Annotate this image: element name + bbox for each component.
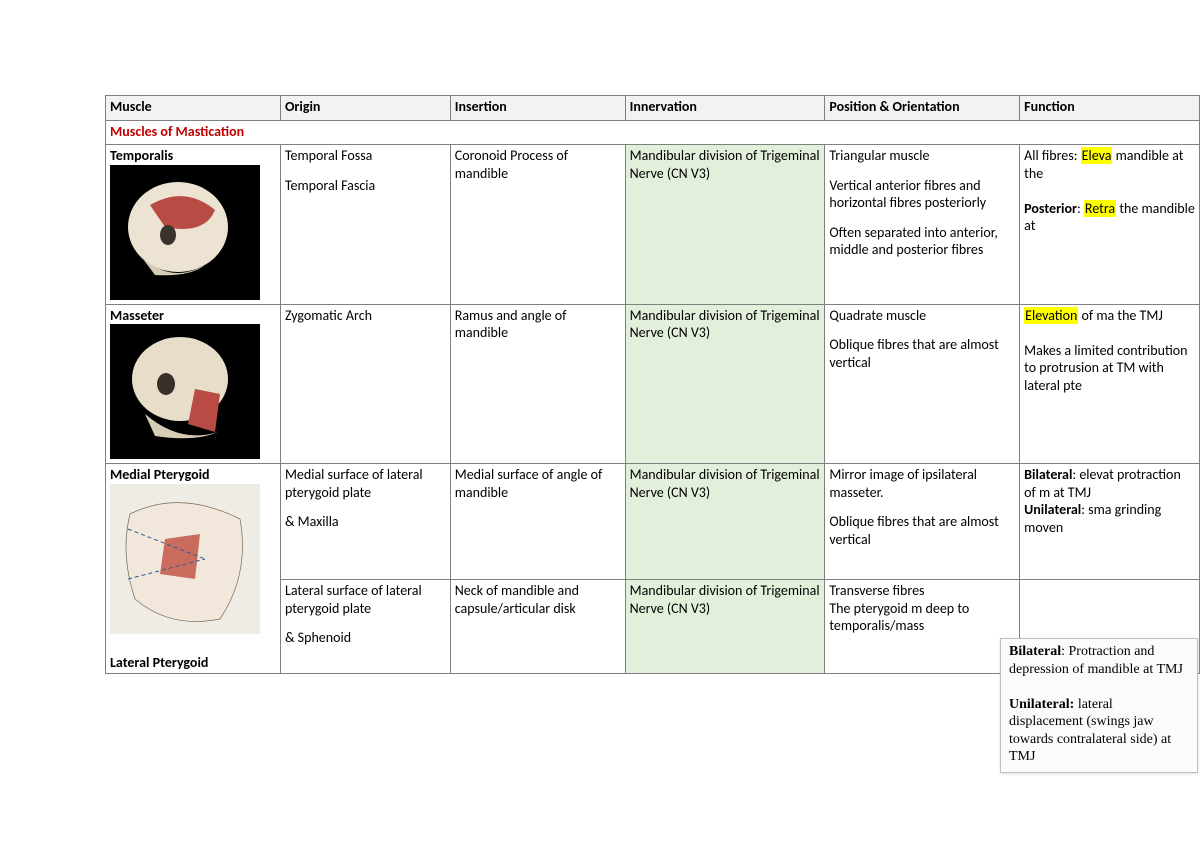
- function-cell: Bilateral: elevat protraction of m at TM…: [1020, 464, 1200, 580]
- function-cell: Elevation of ma the TMJMakes a limited c…: [1020, 304, 1200, 464]
- insertion-cell: Medial surface of angle of mandible: [450, 464, 625, 580]
- insertion-cell: Neck of mandible and capsule/articular d…: [450, 580, 625, 674]
- table-row: Temporalis Temporal Fossa Temporal Fasci…: [106, 145, 1200, 305]
- column-header: Innervation: [625, 96, 825, 121]
- muscle-name: Masseter: [110, 307, 276, 325]
- innervation-cell: Mandibular division of Trigeminal Nerve …: [625, 464, 825, 580]
- innervation-cell: Mandibular division of Trigeminal Nerve …: [625, 304, 825, 464]
- table-header-row: MuscleOriginInsertionInnervationPosition…: [106, 96, 1200, 121]
- muscle-name: Temporalis: [110, 147, 276, 165]
- muscle-cell: Medial Pterygoid Lateral Pterygoid: [106, 464, 281, 674]
- muscle-name: Medial Pterygoid: [110, 466, 276, 484]
- insertion-cell: Coronoid Process of mandible: [450, 145, 625, 305]
- position-cell: Quadrate muscle Oblique fibres that are …: [825, 304, 1020, 464]
- muscle-cell: Temporalis: [106, 145, 281, 305]
- insertion-cell: Ramus and angle of mandible: [450, 304, 625, 464]
- section-title: Muscles of Mastication: [110, 123, 244, 140]
- floating-note: Bilateral: Protraction and depression of…: [1000, 638, 1198, 773]
- column-header: Function: [1020, 96, 1200, 121]
- column-header: Position & Orientation: [825, 96, 1020, 121]
- position-cell: Transverse fibres The pterygoid m deep t…: [825, 580, 1020, 674]
- innervation-cell: Mandibular division of Trigeminal Nerve …: [625, 145, 825, 305]
- pterygoid-illustration: [110, 484, 260, 634]
- origin-cell: Lateral surface of lateral pterygoid pla…: [280, 580, 450, 674]
- table-row: Masseter Zygomatic Arch Ramus and angle …: [106, 304, 1200, 464]
- function-cell: All fibres: Eleva mandible at thePosteri…: [1020, 145, 1200, 305]
- origin-cell: Temporal Fossa Temporal Fascia: [280, 145, 450, 305]
- table-row: Medial Pterygoid Lateral Pterygoid Media…: [106, 464, 1200, 580]
- muscle-name-bottom: Lateral Pterygoid: [110, 654, 208, 672]
- muscle-cell: Masseter: [106, 304, 281, 464]
- muscles-table: MuscleOriginInsertionInnervationPosition…: [105, 95, 1200, 674]
- origin-cell: Medial surface of lateral pterygoid plat…: [280, 464, 450, 580]
- position-cell: Triangular muscle Vertical anterior fibr…: [825, 145, 1020, 305]
- masseter-illustration: [110, 324, 260, 459]
- column-header: Insertion: [450, 96, 625, 121]
- position-cell: Mirror image of ipsilateral masseter. Ob…: [825, 464, 1020, 580]
- column-header: Muscle: [106, 96, 281, 121]
- section-row: Muscles of Mastication: [106, 120, 1200, 145]
- column-header: Origin: [280, 96, 450, 121]
- origin-cell: Zygomatic Arch: [280, 304, 450, 464]
- temporalis-illustration: [110, 165, 260, 300]
- innervation-cell: Mandibular division of Trigeminal Nerve …: [625, 580, 825, 674]
